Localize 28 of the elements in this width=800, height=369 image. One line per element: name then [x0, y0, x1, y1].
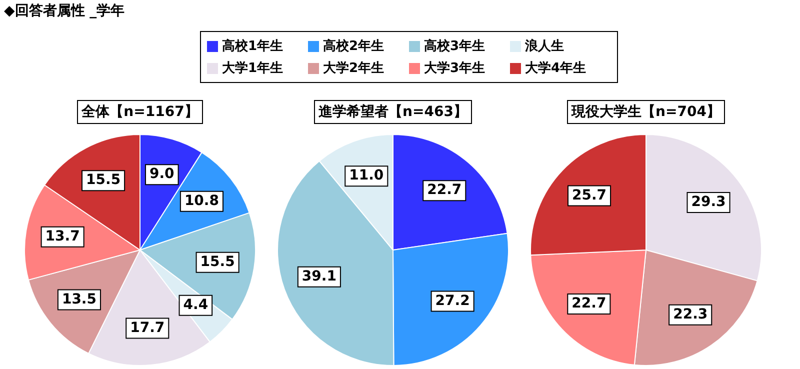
text: 全体【n=1167】: [76, 100, 204, 124]
data-label: 22.3: [673, 306, 708, 322]
legend-label: 浪人生: [525, 38, 564, 55]
data-label: 22.7: [572, 296, 606, 312]
data-label: 15.5: [86, 172, 121, 188]
legend-label: 大学2年生: [323, 60, 384, 77]
data-label: 10.8: [184, 193, 219, 210]
data-label: 9.0: [149, 166, 175, 182]
legend-label: 高校2年生: [323, 38, 384, 55]
legend-label: 大学3年生: [424, 60, 486, 77]
data-label: 27.2: [435, 292, 470, 309]
data-label: 4.4: [183, 297, 208, 314]
data-label: 25.7: [572, 187, 607, 204]
data-label: 15.5: [200, 254, 235, 270]
legend-label: 大学4年生: [525, 60, 586, 77]
legend-label: 高校3年生: [424, 38, 486, 55]
data-label: 13.5: [62, 291, 96, 308]
chart-title: 進学希望者【n=463】: [314, 100, 472, 124]
data-label: 17.7: [130, 320, 165, 336]
data-label: 29.3: [691, 194, 726, 210]
data-label: 22.7: [427, 182, 462, 198]
data-label: 39.1: [302, 268, 336, 284]
data-label: 13.7: [45, 228, 80, 245]
legend-label: 高校1年生: [222, 38, 284, 55]
legend-label: 大学1年生: [222, 60, 284, 77]
text: ◆回答者属性 _学年: [4, 2, 125, 20]
data-label: 11.0: [349, 168, 384, 184]
chart-title: 現役大学生【n=704】: [566, 100, 726, 124]
